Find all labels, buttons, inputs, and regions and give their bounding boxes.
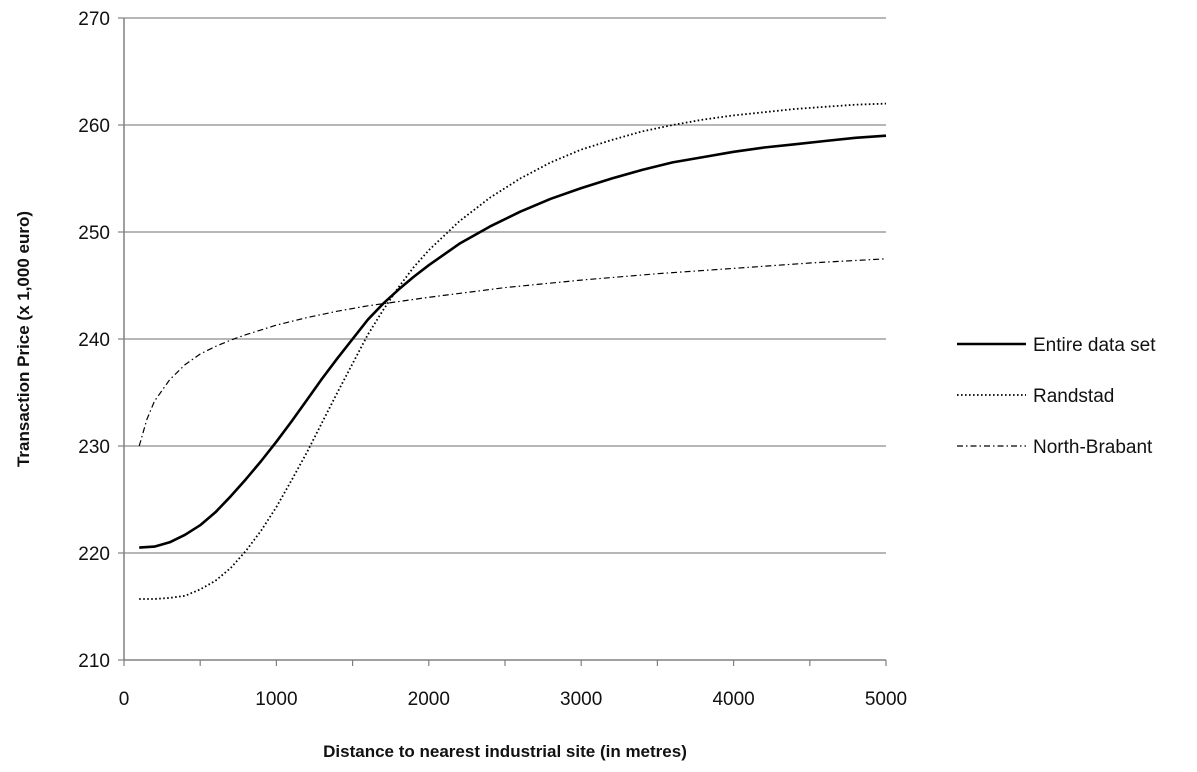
series-lines (138, 102, 887, 600)
y-tick-label-240: 240 (78, 330, 110, 351)
y-tick-label-220: 220 (78, 544, 110, 565)
series-line-2 (138, 258, 887, 447)
legend: Entire data set Randstad North-Brabant (957, 335, 1156, 458)
series-line-0 (139, 134, 887, 549)
x-tick-label-4000: 4000 (712, 689, 754, 710)
x-tick-label-5000: 5000 (865, 689, 907, 710)
legend-label-1: Randstad (1033, 386, 1114, 407)
y-axis-title: Transaction Price (x 1,000 euro) (14, 211, 33, 467)
legend-label-2: North-Brabant (1033, 437, 1153, 458)
gridlines (124, 17, 886, 554)
tick-labels: 210 220 230 240 250 260 270 0 1000 2000 3000 4000 50… (78, 9, 907, 710)
y-tick-label-260: 260 (78, 116, 110, 137)
y-tick-label-250: 250 (78, 223, 110, 244)
x-tick-label-3000: 3000 (560, 689, 602, 710)
x-tick-label-2000: 2000 (408, 689, 450, 710)
x-axis-title: Distance to nearest industrial site (in … (323, 742, 687, 761)
x-tick-label-1000: 1000 (255, 689, 297, 710)
y-tick-label-230: 230 (78, 437, 110, 458)
y-tick-label-270: 270 (78, 9, 110, 30)
y-tick-label-210: 210 (78, 651, 110, 672)
x-tick-label-0: 0 (119, 689, 130, 710)
legend-label-0: Entire data set (1033, 335, 1156, 356)
series-line-1 (139, 102, 887, 600)
